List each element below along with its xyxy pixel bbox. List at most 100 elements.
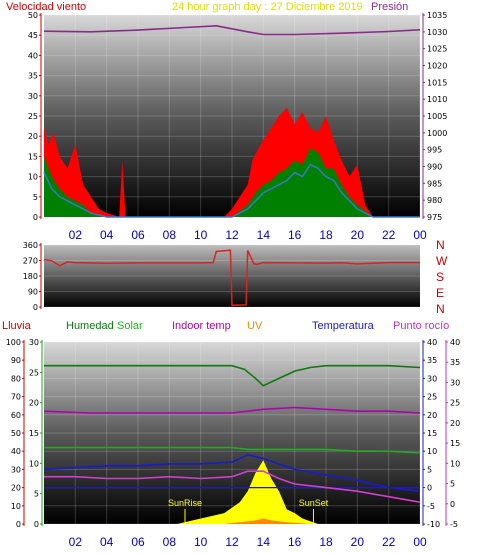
sunrise-label: SunRise — [168, 498, 202, 508]
dewpoint-line — [44, 470, 421, 503]
x-tick-label: 22 — [382, 535, 396, 549]
x-tick-label: 08 — [163, 228, 177, 242]
direction-left-tick-label: 90 — [28, 288, 38, 297]
x-tick-label: 14 — [257, 228, 271, 242]
direction-label-e: E — [436, 286, 445, 300]
dewpoint-right-tick-label: 30 — [450, 378, 460, 387]
rain-left-tick-label: 90 — [11, 356, 21, 365]
direction-left-tick-label: 0 — [33, 303, 38, 312]
wind-average-area — [44, 148, 420, 217]
wind-speed-title: Velocidad viento — [6, 1, 87, 13]
inner-left-tick-label: 20 — [29, 399, 39, 408]
wind-left-tick-label: 15 — [28, 152, 38, 161]
temperature-title: Temperatura — [312, 320, 374, 332]
x-tick-label: 10 — [194, 535, 208, 549]
x-tick-label: 04 — [100, 228, 114, 242]
pressure-right-tick-label: 1035 — [427, 11, 447, 20]
x-tick-label: 20 — [351, 228, 365, 242]
dewpoint-right-tick-label: 10 — [450, 459, 460, 468]
dewpoint-right-tick-label: 20 — [450, 419, 460, 428]
pressure-right-tick-label: 995 — [427, 146, 442, 155]
wind-left-tick-label: 45 — [28, 31, 38, 40]
direction-label-w: W — [436, 254, 448, 268]
temperature-right-tick-label: 30 — [427, 374, 437, 383]
dewpoint-right-tick-label: 25 — [450, 399, 460, 408]
dewpoint-right-tick-label: 15 — [450, 439, 460, 448]
solar-area — [177, 460, 319, 524]
bottom-plot-area — [44, 342, 420, 524]
rain-left-tick-label: 30 — [11, 465, 21, 474]
x-tick-label: 06 — [131, 228, 145, 242]
wind-left-tick-label: 25 — [28, 112, 38, 121]
wind-left-tick-label: 30 — [28, 92, 38, 101]
rain-title: Lluvia — [2, 320, 31, 332]
x-tick-label: 12 — [225, 535, 239, 549]
x-tick-label: 20 — [351, 535, 365, 549]
wind-speed-line — [43, 163, 420, 218]
inner-left-tick-label: 10 — [29, 459, 39, 468]
pressure-right-tick-label: 1015 — [427, 78, 447, 87]
pressure-right-tick-label: 975 — [427, 213, 442, 222]
inner-left-tick-label: 0 — [34, 520, 39, 529]
indoor-temp-title: Indoor temp — [172, 320, 231, 332]
x-tick-label: 16 — [288, 535, 302, 549]
temperature-right-tick-label: 5 — [427, 465, 432, 474]
wind-left-tick-label: 5 — [33, 193, 38, 202]
pressure-right-tick-label: 1000 — [427, 129, 447, 138]
rain-left-tick-label: 80 — [11, 374, 21, 383]
pressure-line — [43, 24, 421, 36]
wind-direction-line — [43, 249, 420, 307]
x-tick-label: 16 — [288, 228, 302, 242]
x-tick-label: 02 — [69, 228, 83, 242]
rain-left-tick-label: 60 — [11, 411, 21, 420]
temperature-right-tick-label: 25 — [427, 393, 437, 402]
inner-left-tick-label: 5 — [34, 490, 39, 499]
x-tick-label: 08 — [163, 535, 177, 549]
rain-left-tick-label: 50 — [11, 429, 21, 438]
direction-left-tick-label: 360 — [23, 241, 38, 250]
temperature-right-tick-label: 20 — [427, 411, 437, 420]
rain-left-tick-label: 70 — [11, 393, 21, 402]
direction-label-s: S — [436, 270, 445, 284]
dewpoint-right-tick-label: -5 — [450, 520, 458, 529]
pressure-right-tick-label: 1030 — [427, 28, 447, 37]
pressure-right-tick-label: 1025 — [427, 45, 447, 54]
direction-left-tick-label: 270 — [23, 257, 38, 266]
humidity-title: Humedad — [66, 320, 114, 332]
pressure-right-tick-label: 1010 — [427, 95, 447, 104]
humidity-line — [44, 364, 421, 387]
dewpoint-right-tick-label: 0 — [450, 500, 455, 509]
temperature-right-tick-label: 0 — [427, 484, 432, 493]
x-tick-label: 02 — [69, 535, 83, 549]
x-tick-label: 18 — [319, 228, 333, 242]
temperature-right-tick-label: -5 — [427, 502, 435, 511]
wind-left-tick-label: 10 — [28, 173, 38, 182]
temperature-right-tick-label: 35 — [427, 356, 437, 365]
direction-label-n-top: N — [436, 238, 445, 252]
pressure-right-tick-label: 1020 — [427, 62, 447, 71]
solar-title: Solar — [117, 320, 143, 332]
temperature-alt-line — [44, 446, 421, 454]
inner-left-tick-label: 25 — [29, 368, 39, 377]
x-tick-label: 04 — [100, 535, 114, 549]
x-tick-label: 00 — [413, 535, 427, 549]
rain-left-tick-label: 10 — [11, 502, 21, 511]
dewpoint-title: Punto rocío — [393, 320, 450, 332]
direction-label-n-bottom: N — [436, 302, 445, 316]
wind-left-tick-label: 50 — [28, 11, 38, 20]
pressure-right-tick-label: 980 — [427, 196, 442, 205]
inner-left-tick-label: 30 — [29, 338, 39, 347]
x-tick-label: 06 — [131, 535, 145, 549]
inner-left-tick-label: 15 — [29, 429, 39, 438]
x-tick-label: 22 — [382, 228, 396, 242]
temperature-right-tick-label: 10 — [427, 447, 437, 456]
wind-left-tick-label: 40 — [28, 51, 38, 60]
x-tick-label: 14 — [257, 535, 271, 549]
direction-left-tick-label: 180 — [23, 272, 38, 281]
temperature-line — [43, 453, 421, 492]
rain-left-tick-label: 0 — [16, 520, 21, 529]
dewpoint-right-tick-label: 5 — [450, 480, 455, 489]
temperature-right-tick-label: 40 — [427, 338, 437, 347]
rain-left-tick-label: 100 — [6, 338, 21, 347]
